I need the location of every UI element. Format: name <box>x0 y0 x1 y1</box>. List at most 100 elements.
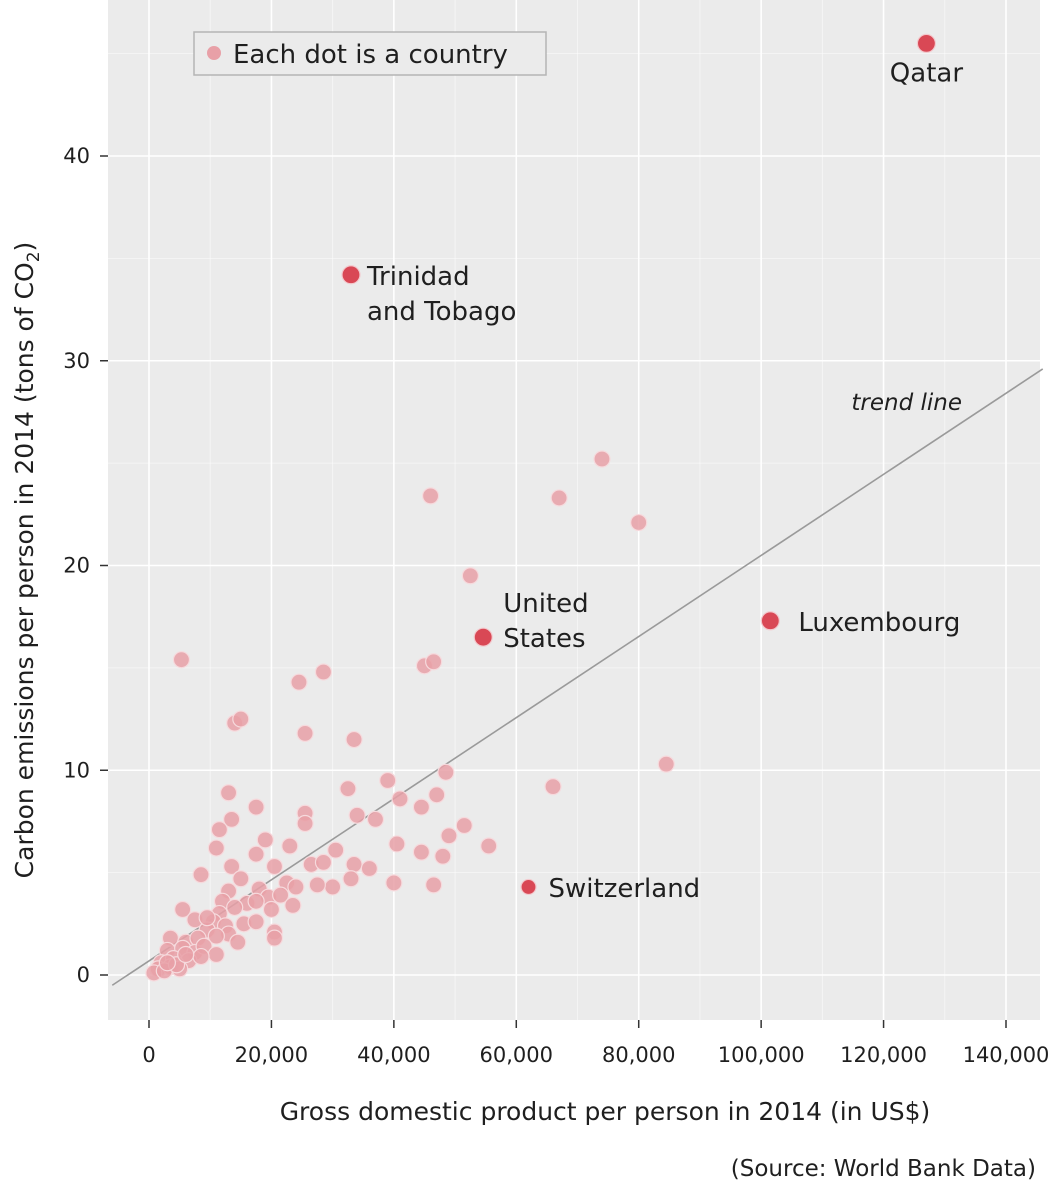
country-points <box>145 450 675 982</box>
country-point <box>324 878 342 896</box>
x-tick-label: 100,000 <box>718 1043 805 1067</box>
country-point <box>314 853 333 871</box>
highlighted-point <box>916 33 937 53</box>
y-tick-label: 10 <box>63 758 90 782</box>
country-point <box>247 845 265 863</box>
plot-panel <box>108 0 1040 1020</box>
country-point <box>425 653 443 671</box>
country-point <box>219 784 238 802</box>
trend-line <box>111 368 1044 986</box>
country-point <box>379 771 397 790</box>
trend-line-label: trend line <box>851 390 962 416</box>
legend-box <box>193 31 547 76</box>
country-point <box>657 755 675 773</box>
y-tick-label: 40 <box>63 144 90 168</box>
y-tick-label: 0 <box>77 963 90 987</box>
legend-point-swatch <box>207 46 221 60</box>
country-point <box>284 896 302 914</box>
country-point <box>391 790 409 808</box>
highlighted-point <box>473 627 493 647</box>
y-axis-title: Carbon emissions per person in 2014 (ton… <box>10 242 44 879</box>
country-point <box>265 857 284 876</box>
y-axis-title-subscript: 2 <box>24 251 44 262</box>
country-point <box>265 929 284 947</box>
country-point <box>272 886 290 904</box>
country-point <box>207 927 225 945</box>
country-point <box>440 827 458 845</box>
y-tick-label: 20 <box>63 554 90 578</box>
highlighted-countries: Qatar Trinidad and Tobago United States Luxem… <box>341 33 964 904</box>
country-point <box>192 866 210 884</box>
y-tick-label: 30 <box>63 349 90 373</box>
country-point <box>262 900 281 919</box>
source-note: (Source: World Bank Data) <box>731 1156 1036 1182</box>
country-point <box>247 913 265 931</box>
country-label: States <box>503 624 585 654</box>
country-point <box>630 513 648 532</box>
x-tick-label: 120,000 <box>840 1043 927 1067</box>
highlighted-point <box>520 878 537 896</box>
country-point <box>428 786 446 804</box>
country-point <box>360 859 378 878</box>
country-point <box>281 837 299 855</box>
country-point <box>544 778 562 796</box>
country-point <box>339 780 357 798</box>
y-axis-title-close: ) <box>10 242 39 252</box>
country-point <box>172 651 191 669</box>
highlighted-point <box>760 611 780 631</box>
country-point <box>388 835 406 853</box>
legend: Each dot is a country <box>193 31 547 76</box>
x-tick-label: 40,000 <box>357 1043 430 1067</box>
country-point <box>207 839 225 857</box>
x-tick-label: 20,000 <box>235 1043 308 1067</box>
country-label: Trinidad <box>366 262 470 292</box>
country-label: Luxembourg <box>798 608 960 638</box>
country-point <box>256 831 274 849</box>
country-point <box>223 810 241 828</box>
country-label: and Tobago <box>367 297 516 327</box>
x-tick-label: 60,000 <box>480 1043 553 1067</box>
country-point <box>461 567 479 585</box>
country-point <box>287 878 305 896</box>
country-point <box>550 489 568 507</box>
country-point <box>229 933 247 951</box>
country-point <box>158 954 176 972</box>
country-point <box>198 909 216 927</box>
country-point <box>232 870 250 888</box>
country-point <box>437 763 455 781</box>
x-tick-label: 140,000 <box>963 1043 1050 1067</box>
country-point <box>434 847 452 865</box>
country-point <box>232 710 250 728</box>
legend-label: Each dot is a country <box>233 40 508 70</box>
country-point <box>308 876 326 894</box>
country-point <box>296 814 314 833</box>
x-tick-label: 0 <box>142 1043 155 1067</box>
country-point <box>174 900 192 919</box>
country-point <box>177 945 195 964</box>
country-point <box>207 945 225 964</box>
country-point <box>455 816 473 835</box>
country-point <box>421 487 440 505</box>
country-point <box>366 810 385 828</box>
x-tick-label: 80,000 <box>602 1043 675 1067</box>
y-axis-title-main: Carbon emissions per person in 2014 (ton… <box>10 262 39 878</box>
country-point <box>296 724 314 742</box>
country-point <box>247 798 265 816</box>
country-point <box>327 841 345 859</box>
country-point <box>412 843 431 861</box>
country-point <box>314 663 333 681</box>
country-point <box>593 450 611 468</box>
axis-ticks: 0 20,000 40,000 60,000 80,000 100,000 120,000 1… <box>63 144 1049 1067</box>
country-point <box>480 837 498 855</box>
country-point <box>226 898 244 917</box>
country-point <box>385 874 403 892</box>
country-point <box>210 821 228 839</box>
country-label: United <box>503 589 588 619</box>
country-label: Qatar <box>890 58 964 88</box>
country-point <box>348 806 366 824</box>
country-point <box>192 947 210 966</box>
highlighted-point <box>341 265 361 285</box>
country-point <box>223 857 241 876</box>
